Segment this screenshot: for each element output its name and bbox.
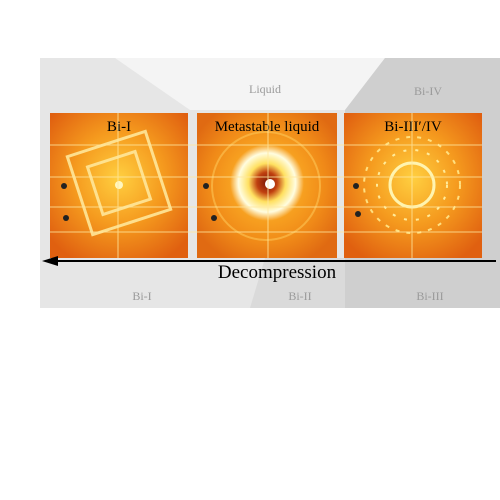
arrow-head	[42, 256, 58, 266]
bi-ii-region	[250, 258, 345, 308]
liquid-region	[115, 58, 385, 110]
overlay-lines	[50, 113, 482, 258]
phase-label: Liquid	[249, 82, 281, 96]
phase-label: Bi-IV	[414, 84, 442, 98]
panel-title: Metastable liquid	[215, 119, 320, 135]
diffraction-panel: Bi-I	[50, 113, 188, 258]
diffraction-panel: Bi-III′/IV	[344, 113, 482, 258]
phase-label: Bi-III	[416, 289, 443, 303]
panel-title: Bi-III′/IV	[384, 119, 442, 135]
arrow-label: Decompression	[218, 262, 337, 283]
phase-label: Bi-II	[288, 289, 311, 303]
diffraction-panel: Metastable liquid	[197, 113, 337, 258]
phase-label: Bi-I	[132, 289, 151, 303]
panel-title: Bi-I	[107, 119, 131, 135]
